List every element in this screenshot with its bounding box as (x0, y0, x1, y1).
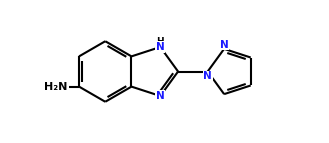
Text: N: N (156, 91, 164, 101)
Text: N: N (156, 42, 164, 52)
Text: H₂N: H₂N (44, 82, 67, 92)
Text: N: N (203, 72, 212, 81)
Text: H: H (157, 37, 164, 46)
Text: N: N (220, 40, 229, 50)
